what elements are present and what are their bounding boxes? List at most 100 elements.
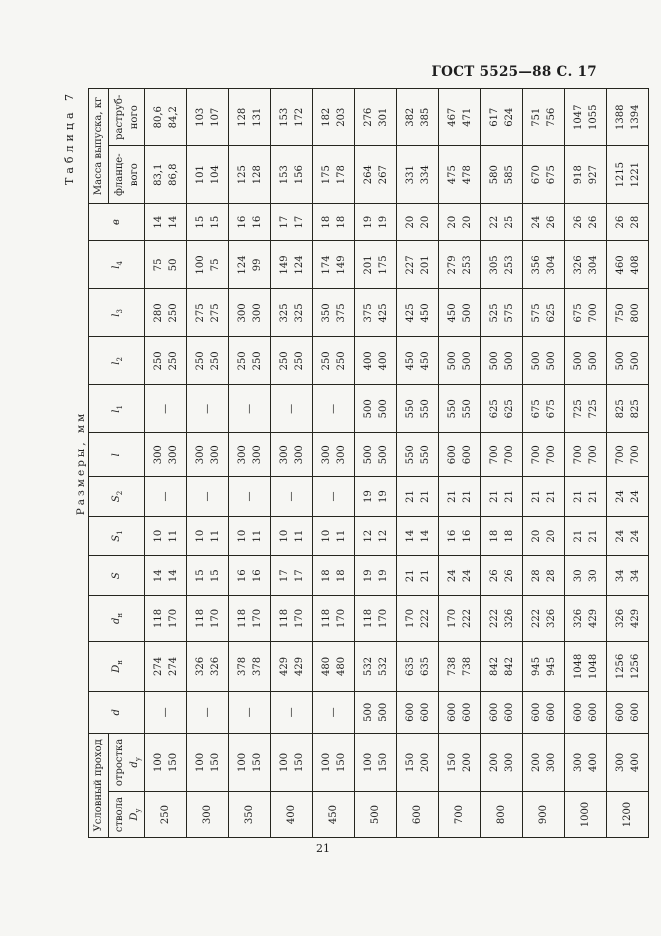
table-row: 300 100 150—326 326 118 170 15 15 10 11—300 … [186, 88, 229, 838]
table-cell-S: 26 26 [480, 555, 523, 596]
table-cell-mfl: 125 128 [228, 146, 271, 204]
table-cell-mr: 80,6 84,2 [144, 88, 187, 146]
table-cell-l1: — [270, 384, 313, 433]
page-number: 21 [316, 842, 330, 855]
table-cell-l3: 275 275 [186, 288, 229, 337]
table-cell-dy: 400 [270, 791, 313, 838]
table-cell-l4: 100 75 [186, 240, 229, 289]
col-group-pass: Условный проход [88, 733, 109, 838]
table-row: 400 100 150—429 429 118 170 17 17 10 11—300 … [270, 88, 313, 838]
table-cell-l1: 550 550 [438, 384, 481, 433]
table-cell-dy: 450 [312, 791, 355, 838]
table-cell-l: 700 700 [522, 432, 565, 477]
table-cell-mfl: 331 334 [396, 146, 439, 204]
col-header-l4: l4 [88, 240, 145, 289]
table-cell-S1: 10 11 [186, 516, 229, 556]
table-body: 250 100 150—274 274 118 170 14 14 10 11—300 … [144, 88, 649, 838]
table-cell-l: 700 700 [564, 432, 607, 477]
col-header-Dn: Dн [88, 641, 145, 692]
table-cell-Dn: 480 480 [312, 641, 355, 692]
table-row: 700 150 200 600 600 738 738 170 222 24 24 16 1… [438, 88, 481, 838]
table-cell-d: — [312, 691, 355, 734]
table-cell-S1: 14 14 [396, 516, 439, 556]
table-cell-S2: 19 19 [354, 476, 397, 517]
table-cell-dn: 222 326 [522, 595, 565, 642]
table-cell-l: 300 300 [270, 432, 313, 477]
table-cell-l3: 300 300 [228, 288, 271, 337]
table-cell-v: 26 26 [564, 203, 607, 241]
table-cell-S: 30 30 [564, 555, 607, 596]
table-cell-mr: 1388 1394 [606, 88, 649, 146]
table-cell-l: 300 300 [186, 432, 229, 477]
rotated-table-block: Размеры, мм Таблица 7 Условный проход d … [63, 88, 649, 838]
table-row: 250 100 150—274 274 118 170 14 14 10 11—300 … [144, 88, 187, 838]
table-cell-dy: 900 [522, 791, 565, 838]
table-cell-mr: 1047 1055 [564, 88, 607, 146]
table-cell-d: 600 600 [564, 691, 607, 734]
table-cell-l: 600 600 [438, 432, 481, 477]
table-cell-mr: 382 385 [396, 88, 439, 146]
table-cell-S1: 24 24 [606, 516, 649, 556]
col-header-stvola: ствола Dу [108, 791, 145, 838]
table-cell-Dn: 738 738 [438, 641, 481, 692]
col-header-d: d [88, 691, 145, 734]
table-cell-dy: 1000 [564, 791, 607, 838]
table-cell-dy: 300 [186, 791, 229, 838]
table-cell-d: 600 600 [606, 691, 649, 734]
table-cell-S2: 21 21 [564, 476, 607, 517]
table-cell-l3: 575 625 [522, 288, 565, 337]
units-label: Размеры, мм [75, 410, 87, 516]
table-cell-l: 550 550 [396, 432, 439, 477]
table-cell-S: 16 16 [228, 555, 271, 596]
table-cell-d: — [270, 691, 313, 734]
table-cell-S1: 10 11 [144, 516, 187, 556]
table-cell-mfl: 580 585 [480, 146, 523, 204]
table-cell-S2: 21 21 [438, 476, 481, 517]
table-cell-l: 300 300 [312, 432, 355, 477]
table-cell-dotr: 100 150 [228, 733, 271, 792]
table-cell-dy: 500 [354, 791, 397, 838]
table-cell-S: 19 19 [354, 555, 397, 596]
table-cell-l3: 375 425 [354, 288, 397, 337]
table-cell-v: 24 26 [522, 203, 565, 241]
table-cell-d: 600 600 [438, 691, 481, 734]
table-cell-l: 700 700 [480, 432, 523, 477]
table-cell-Dn: 326 326 [186, 641, 229, 692]
table-cell-dy: 700 [438, 791, 481, 838]
table-cell-dotr: 150 200 [396, 733, 439, 792]
table-cell-l2: 450 450 [396, 336, 439, 385]
table-cell-mfl: 918 927 [564, 146, 607, 204]
table-cell-l1: 500 500 [354, 384, 397, 433]
col-header-l: l [88, 432, 145, 477]
table-cell-S2: — [312, 476, 355, 517]
table-cell-l3: 325 325 [270, 288, 313, 337]
table-cell-Dn: 274 274 [144, 641, 187, 692]
table-cell-dotr: 200 300 [480, 733, 523, 792]
col-header-mass-socket: раструб- ного [108, 88, 145, 146]
col-header-S1: S1 [88, 516, 145, 556]
table-cell-S: 28 28 [522, 555, 565, 596]
table-cell-d: — [144, 691, 187, 734]
table-cell-dotr: 200 300 [522, 733, 565, 792]
table-cell-l1: 725 725 [564, 384, 607, 433]
table-cell-dotr: 100 150 [186, 733, 229, 792]
table-cell-l1: 625 625 [480, 384, 523, 433]
table-row: 1000 300 400 600 600 1048 1048 326 429 30 30 2… [564, 88, 607, 838]
table-cell-mfl: 670 675 [522, 146, 565, 204]
table-cell-l1: — [144, 384, 187, 433]
table-cell-l: 300 300 [228, 432, 271, 477]
table-cell-dn: 118 170 [354, 595, 397, 642]
table-cell-l1: — [312, 384, 355, 433]
table-cell-Dn: 532 532 [354, 641, 397, 692]
table-cell-S2: 21 21 [480, 476, 523, 517]
table-cell-dotr: 300 400 [606, 733, 649, 792]
table-cell-d: 600 600 [396, 691, 439, 734]
table-cell-mr: 751 756 [522, 88, 565, 146]
col-header-S2: S2 [88, 476, 145, 517]
table-cell-S: 34 34 [606, 555, 649, 596]
table-cell-d: 600 600 [480, 691, 523, 734]
table-cell-mr: 128 131 [228, 88, 271, 146]
table-row: 800 200 300 600 600 842 842 222 326 26 26 18 1… [480, 88, 523, 838]
table-cell-mr: 182 203 [312, 88, 355, 146]
table-cell-dy: 600 [396, 791, 439, 838]
